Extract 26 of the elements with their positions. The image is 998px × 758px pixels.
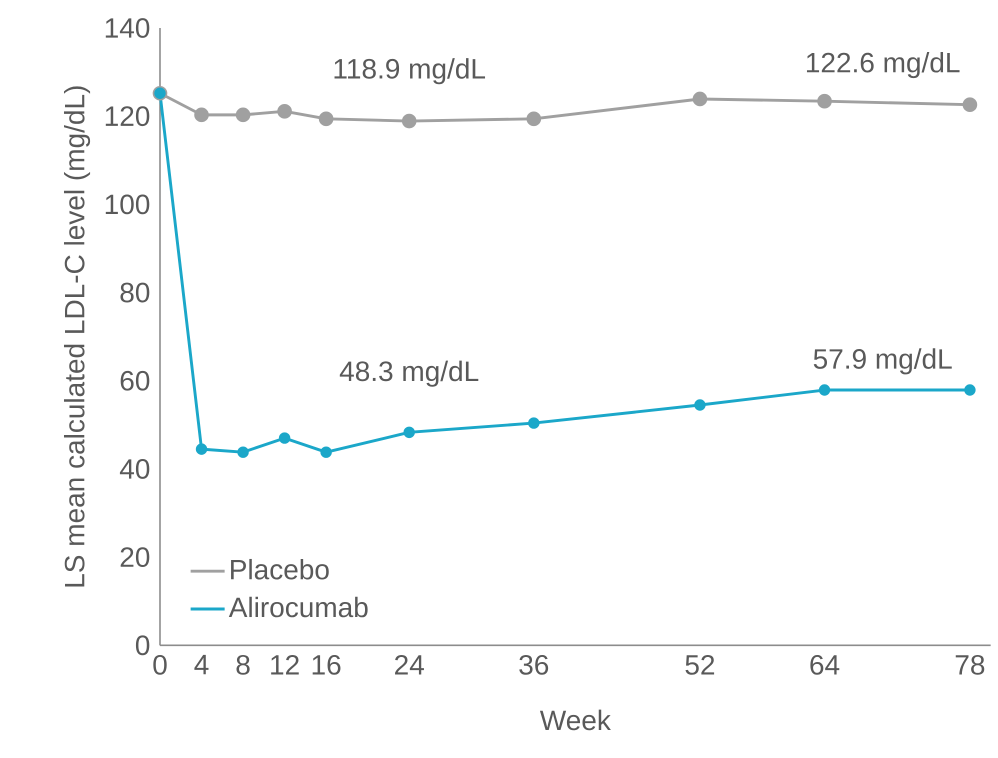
x-tick-label: 0: [153, 654, 167, 675]
annotation: 118.9 mg/dL: [334, 58, 486, 84]
x-tick-label: 78: [956, 654, 984, 675]
annotation: 48.3 mg/dL: [340, 360, 478, 387]
y-axis-title: LS mean calculated LDL-C level (mg/dL): [64, 86, 90, 586]
x-tick-label: 52: [685, 654, 714, 675]
x-tick-label: 8: [236, 654, 250, 675]
y-tick-label: 40: [120, 459, 150, 479]
x-tick-label: 64: [810, 654, 840, 675]
y-tick-label: 20: [120, 547, 150, 568]
y-tick-label: 0: [136, 635, 150, 656]
x-axis-title: Week: [540, 710, 611, 730]
legend-label: Alirocumab: [228, 596, 368, 618]
x-tick-label: 12: [271, 654, 299, 674]
legend-label: Placebo: [231, 558, 329, 580]
y-tick-label: 120: [106, 106, 150, 126]
x-tick-label: 4: [194, 654, 208, 674]
annotation: 57.9 mg/dL: [814, 348, 952, 374]
annotation: 122.6 mg/dL: [806, 52, 960, 78]
x-tick-label: 24: [395, 654, 424, 674]
x-tick-label: 36: [519, 654, 548, 675]
x-tick-label: 16: [312, 654, 340, 675]
y-tick-label: 100: [106, 194, 150, 214]
y-tick-label: 80: [120, 282, 150, 302]
y-tick-label: 140: [106, 18, 150, 38]
y-tick-label: 60: [120, 370, 150, 391]
